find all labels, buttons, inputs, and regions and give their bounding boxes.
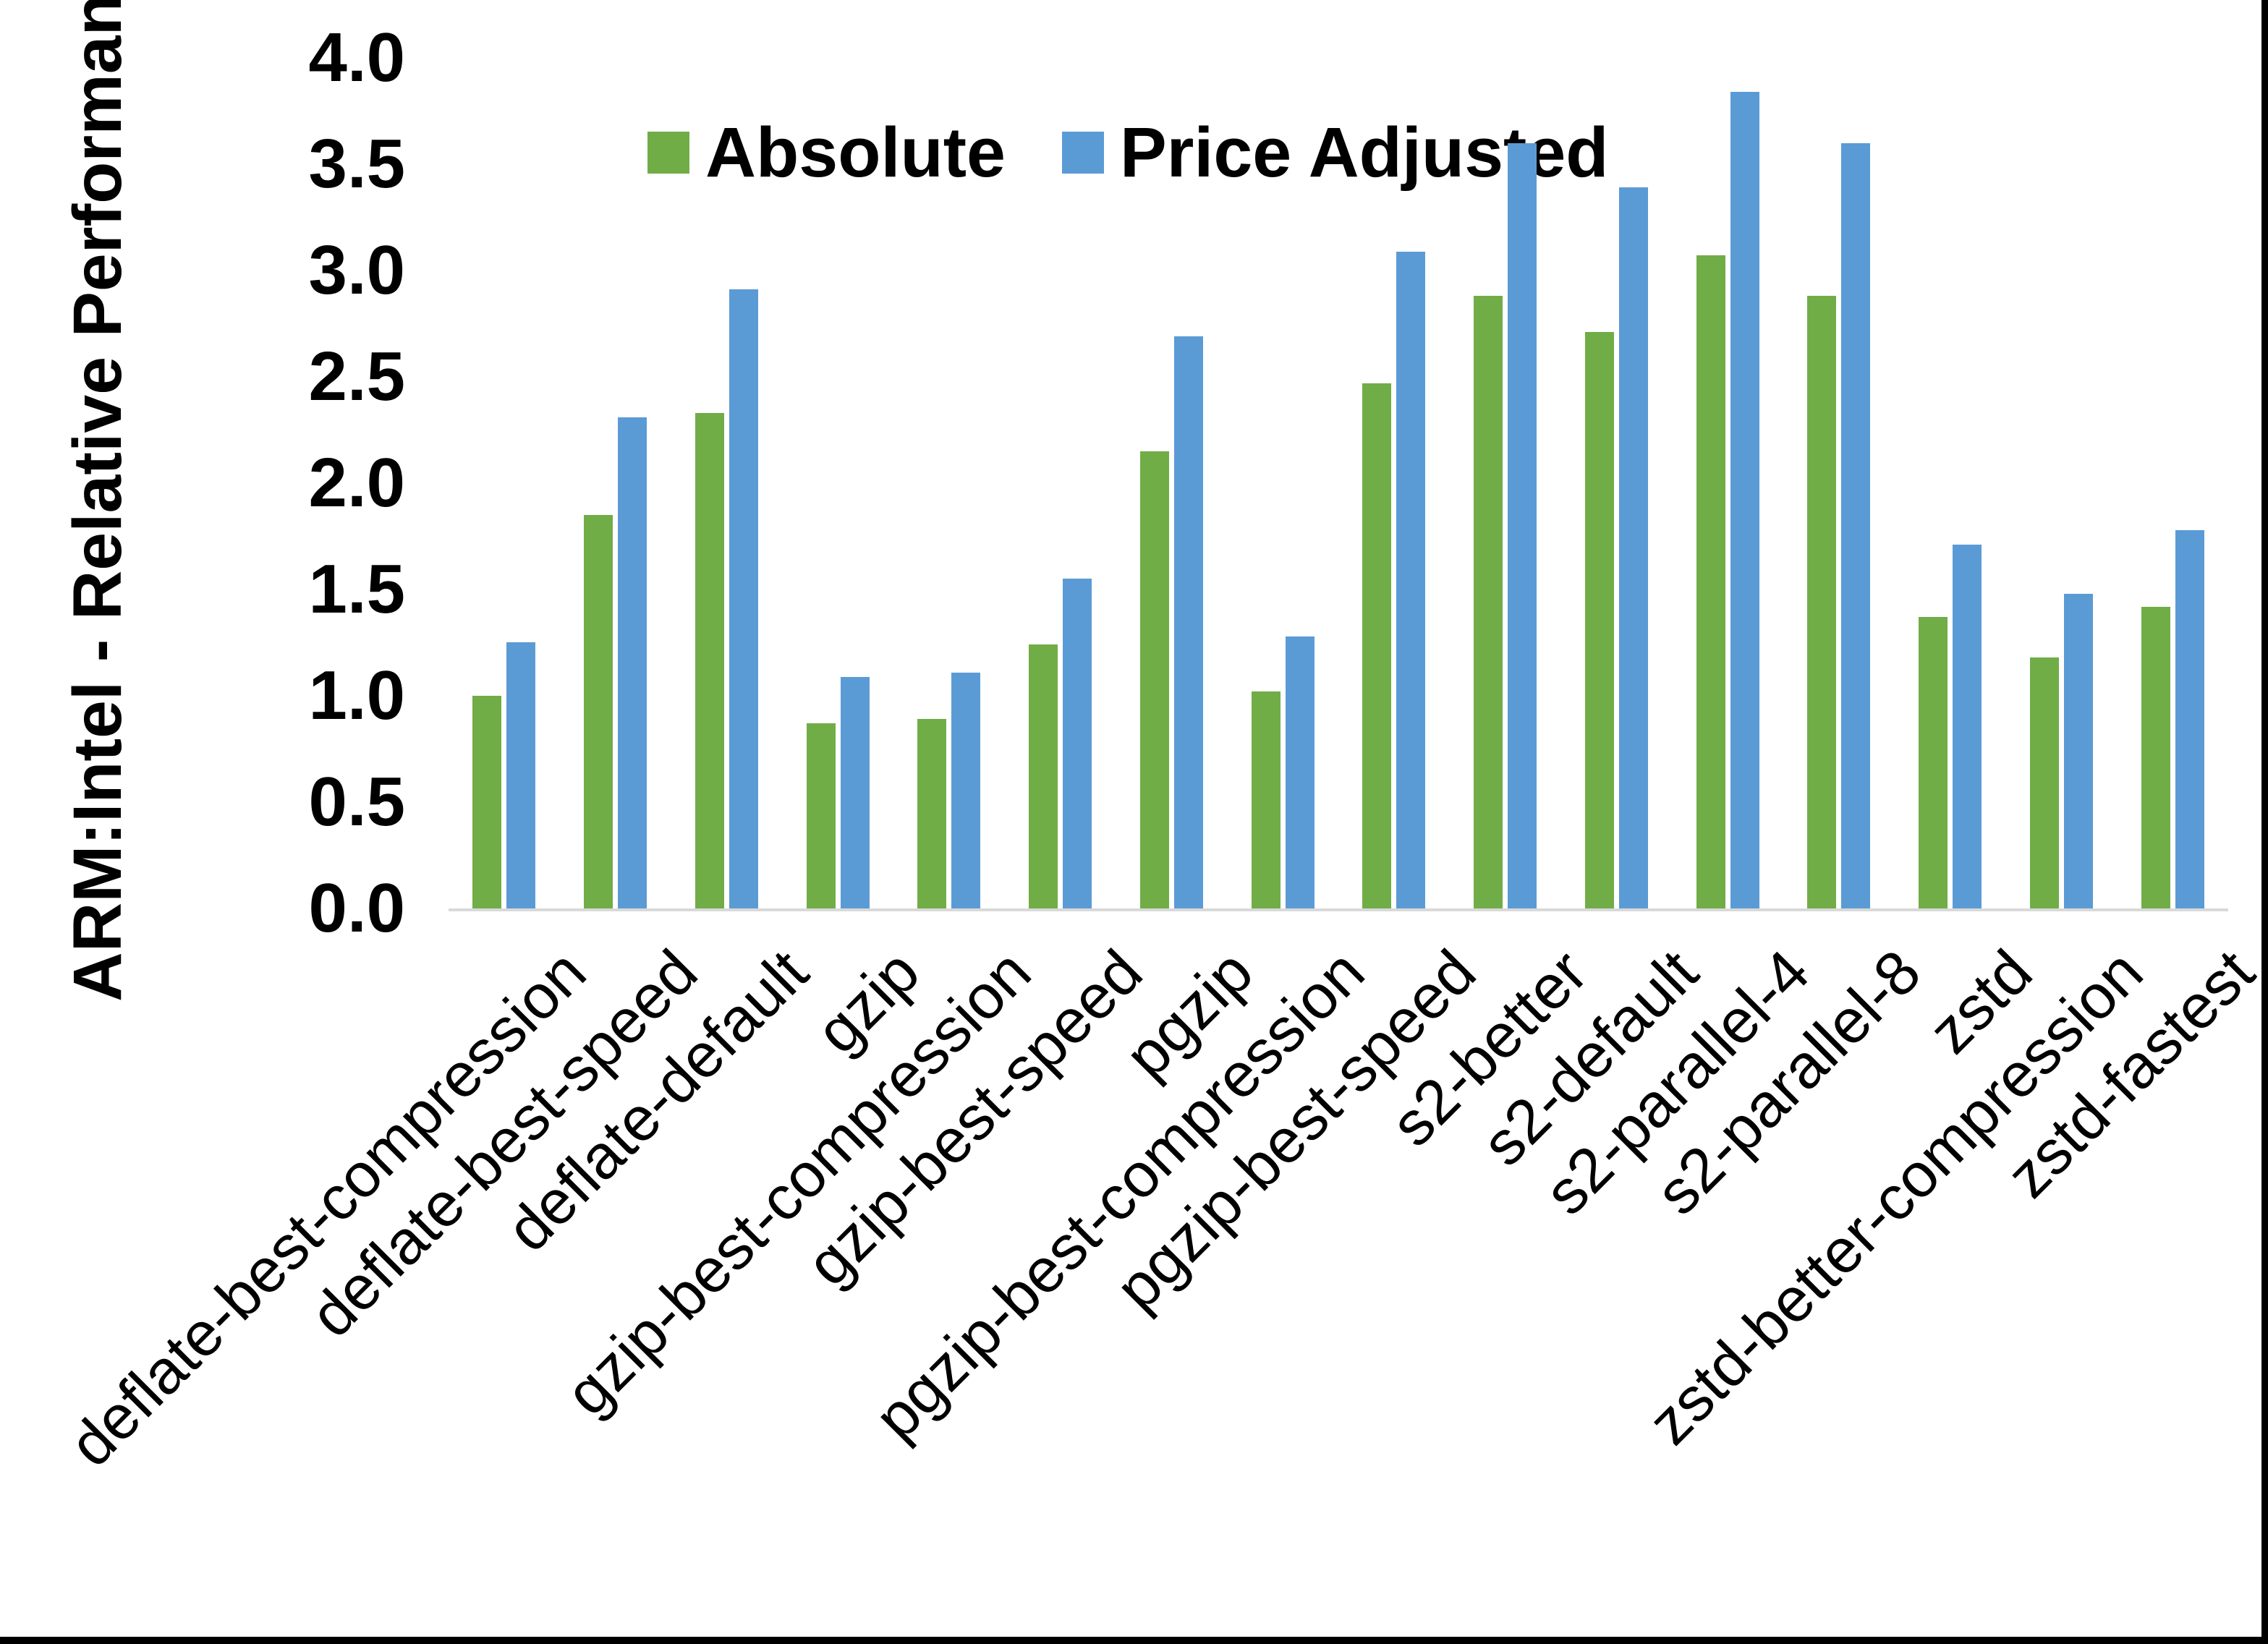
bar-price-adjusted-deflate-best-speed <box>618 417 647 908</box>
y-tick-label: 3.0 <box>308 231 405 309</box>
x-axis-label-gzip: gzip <box>802 937 933 1067</box>
legend-item-absolute: Absolute <box>647 112 1006 193</box>
bar-price-adjusted-zstd <box>1953 545 1982 908</box>
x-axis-label-deflate-best-speed: deflate-best-speed <box>297 937 710 1351</box>
bar-group-pgzip <box>1116 56 1228 908</box>
y-tick-label: 1.0 <box>308 657 405 734</box>
bar-group-gzip-best-speed <box>1005 56 1116 908</box>
x-axis-label-s2-better: s2-better <box>1377 937 1600 1160</box>
x-axis-label-gzip-best-compression: gzip-best-compression <box>552 937 1045 1429</box>
x-axis-label-s2-parallel-8: s2-parallel-8 <box>1642 937 1934 1228</box>
y-tick-label: 0.5 <box>308 763 405 840</box>
y-tick-label: 4.0 <box>308 19 405 96</box>
bar-absolute-gzip-best-speed <box>1029 644 1058 908</box>
bar-group-zstd-better-compression <box>2006 56 2118 908</box>
x-axis-label-pgzip-best-speed: pgzip-best-speed <box>1102 937 1490 1324</box>
bar-group-s2-better <box>1450 56 1561 908</box>
bar-group-zstd-fastest <box>2117 56 2228 908</box>
y-tick-label: 2.0 <box>308 444 405 521</box>
x-axis-label-s2-parallel-4: s2-parallel-4 <box>1531 937 1823 1228</box>
bar-group-deflate-default <box>671 56 783 908</box>
bar-group-deflate-best-compression <box>449 56 560 908</box>
x-axis-label-zstd-better-compression: zstd-better-compression <box>1635 937 2157 1458</box>
x-axis-label-deflate-best-compression: deflate-best-compression <box>56 937 600 1481</box>
bar-absolute-gzip-best-compression <box>917 719 947 908</box>
bar-price-adjusted-s2-parallel-8 <box>1841 143 1871 908</box>
bar-absolute-pgzip-best-speed <box>1362 383 1392 908</box>
bar-price-adjusted-zstd-fastest <box>2175 530 2204 908</box>
x-axis-label-zstd: zstd <box>1915 937 2045 1067</box>
y-tick-label: 1.5 <box>308 550 405 628</box>
bar-group-s2-parallel-4 <box>1672 56 1783 908</box>
bar-absolute-s2-better <box>1474 296 1503 908</box>
x-axis-label-gzip-best-speed: gzip-best-speed <box>793 937 1155 1299</box>
bar-absolute-gzip <box>806 723 836 908</box>
bar-price-adjusted-deflate-default <box>729 289 758 908</box>
bar-price-adjusted-gzip-best-compression <box>951 673 981 908</box>
bar-price-adjusted-pgzip-best-compression <box>1285 636 1314 908</box>
bar-price-adjusted-zstd-better-compression <box>2063 594 2093 908</box>
bar-absolute-s2-parallel-8 <box>1807 296 1837 908</box>
bar-group-gzip <box>782 56 893 908</box>
x-axis-label-pgzip: pgzip <box>1112 937 1267 1091</box>
bar-price-adjusted-s2-default <box>1618 187 1648 908</box>
bar-price-adjusted-s2-better <box>1508 143 1537 908</box>
bar-price-adjusted-s2-parallel-4 <box>1730 92 1759 908</box>
bar-group-zstd <box>1895 56 2006 908</box>
bar-group-s2-default <box>1561 56 1673 908</box>
bar-absolute-deflate-default <box>695 413 724 908</box>
bar-price-adjusted-pgzip-best-speed <box>1396 252 1426 908</box>
bar-group-s2-parallel-8 <box>1783 56 1895 908</box>
bar-absolute-pgzip <box>1139 451 1169 908</box>
bar-absolute-pgzip-best-compression <box>1251 691 1280 908</box>
bar-absolute-s2-default <box>1584 332 1614 908</box>
legend-swatch-absolute-icon <box>647 132 689 174</box>
bar-group-pgzip-best-compression <box>1227 56 1338 908</box>
bar-price-adjusted-pgzip <box>1173 336 1203 908</box>
bar-absolute-s2-parallel-4 <box>1696 255 1725 908</box>
x-axis-label-pgzip-best-compression: pgzip-best-compression <box>861 937 1378 1453</box>
bar-price-adjusted-gzip-best-speed <box>1063 579 1092 908</box>
bar-absolute-zstd-better-compression <box>2029 657 2059 908</box>
bar-absolute-deflate-best-compression <box>472 696 502 908</box>
plot-area <box>449 56 2228 911</box>
bar-price-adjusted-gzip <box>840 677 870 908</box>
y-tick-label: 3.5 <box>308 125 405 203</box>
bar-absolute-zstd <box>1919 617 1948 908</box>
bar-absolute-deflate-best-speed <box>584 515 613 908</box>
bar-group-gzip-best-compression <box>893 56 1005 908</box>
x-axis-label-zstd-fastest: zstd-fastest <box>1993 937 2268 1211</box>
bar-group-pgzip-best-speed <box>1338 56 1450 908</box>
x-axis-label-deflate-default: deflate-default <box>493 937 822 1265</box>
bar-absolute-zstd-fastest <box>2141 607 2170 908</box>
y-axis-tick-labels: 0.0 0.5 1.0 1.5 2.0 2.5 3.0 3.5 4.0 <box>0 0 405 976</box>
bar-group-deflate-best-speed <box>560 56 671 908</box>
y-tick-label: 0.0 <box>308 869 405 947</box>
y-tick-label: 2.5 <box>308 338 405 415</box>
legend-label-absolute: Absolute <box>705 113 1006 192</box>
bar-price-adjusted-deflate-best-compression <box>506 642 536 908</box>
legend-swatch-price-adjusted-icon <box>1061 132 1104 174</box>
x-axis-label-s2-default: s2-default <box>1469 937 1712 1180</box>
